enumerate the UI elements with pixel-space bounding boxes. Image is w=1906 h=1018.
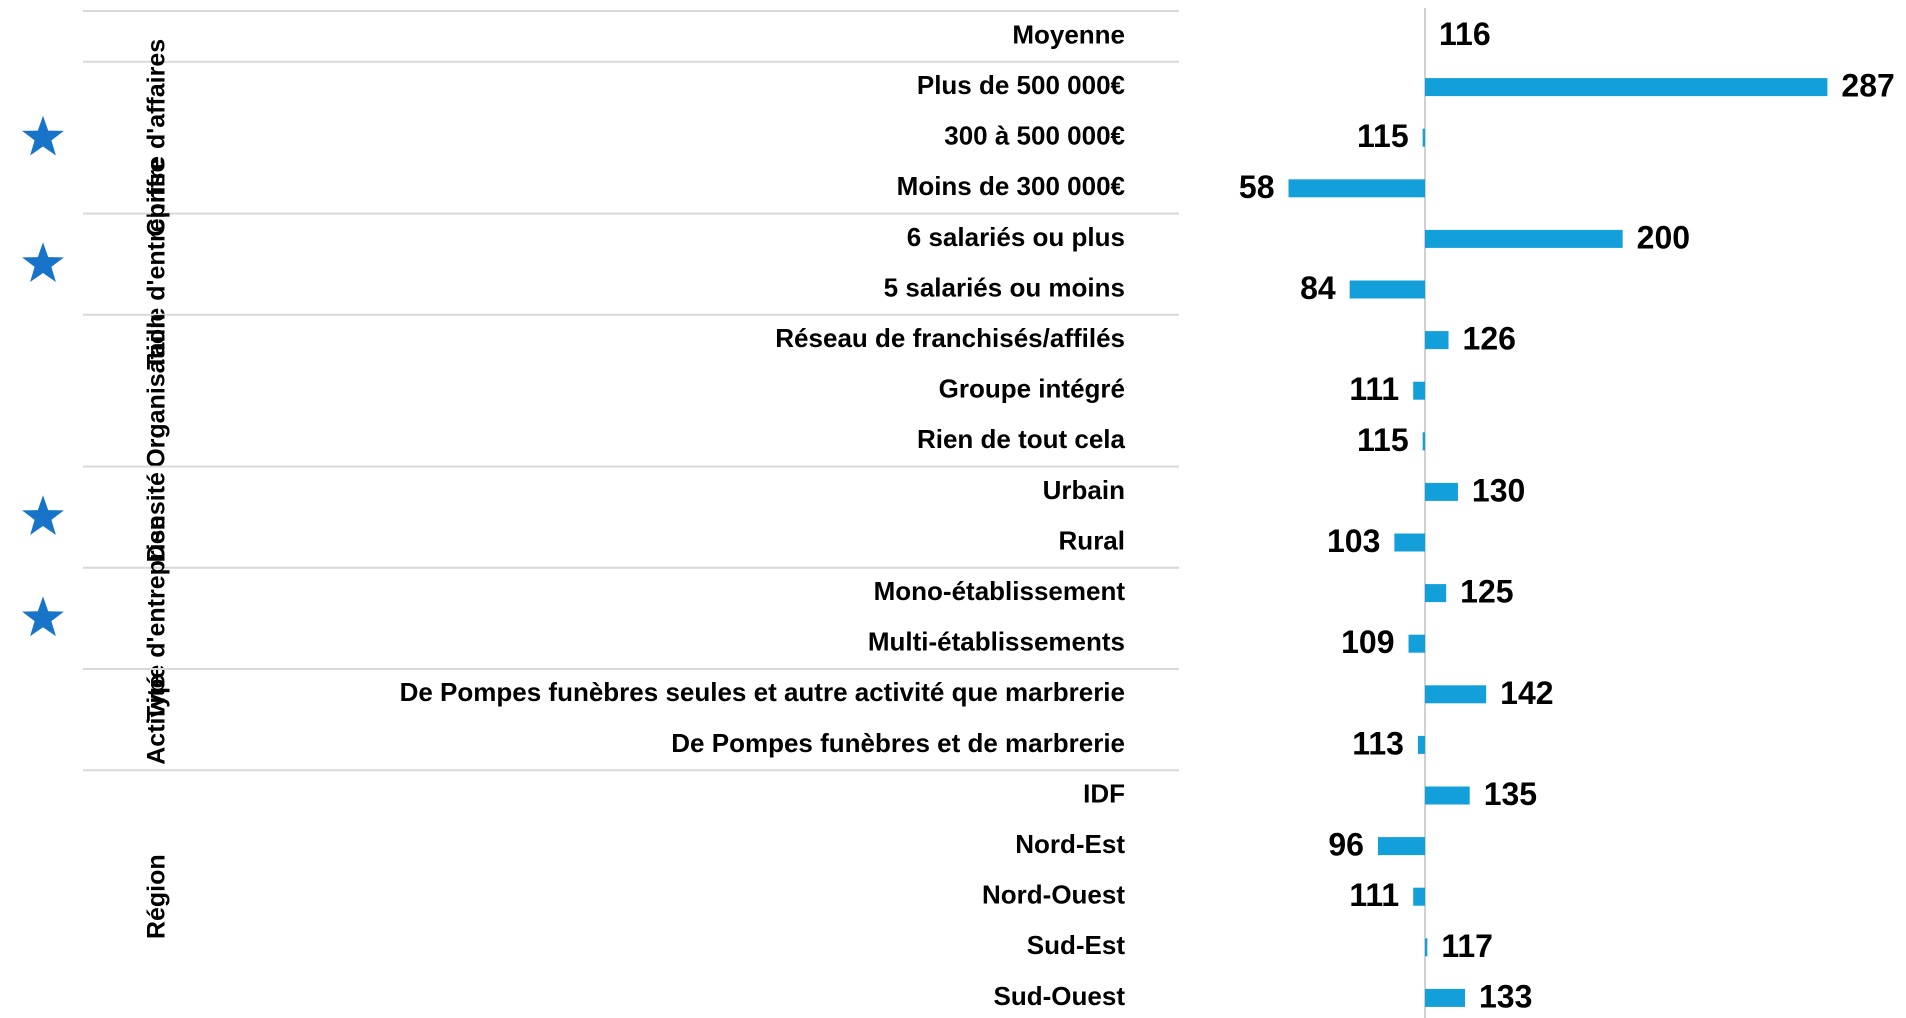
bar (1349, 280, 1425, 299)
value-label: 109 (1341, 624, 1394, 660)
value-label: 103 (1327, 523, 1380, 559)
value-label: 142 (1500, 675, 1553, 711)
category-label: Nord-Est (1015, 829, 1125, 859)
value-label: 84 (1300, 270, 1336, 306)
bar (1424, 584, 1447, 603)
category-label: Réseau de franchisés/affilés (775, 323, 1125, 353)
bar (1424, 938, 1428, 957)
category-label: Groupe intégré (939, 374, 1125, 404)
category-label: 300 à 500 000€ (944, 121, 1125, 151)
value-label: 111 (1349, 371, 1399, 407)
value-label: 111 (1349, 877, 1399, 913)
value-label: 58 (1239, 169, 1275, 205)
category-label: 5 salariés ou moins (884, 272, 1125, 302)
value-label: 115 (1357, 118, 1409, 154)
bar (1424, 482, 1458, 501)
category-label: Plus de 500 000€ (917, 70, 1125, 100)
value-label: 96 (1328, 827, 1364, 863)
bar (1424, 78, 1828, 97)
category-label: Mono-établissement (874, 576, 1126, 606)
category-label: De Pompes funèbres seules et autre activ… (400, 677, 1125, 707)
group-label: Organisation (143, 314, 171, 468)
bar (1422, 432, 1425, 451)
value-label: 113 (1352, 725, 1404, 761)
bar (1424, 786, 1470, 805)
group-label: Activité (143, 674, 171, 764)
value-label: 115 (1357, 422, 1409, 458)
value-label: 126 (1463, 321, 1516, 357)
bar (1424, 988, 1465, 1007)
category-label: Multi-établissements (868, 627, 1125, 657)
category-label: Sud-Est (1027, 930, 1126, 960)
category-label: Moyenne (1012, 19, 1125, 49)
bar (1413, 887, 1425, 906)
bar (1424, 685, 1487, 704)
group-label: Région (143, 854, 171, 939)
bar (1413, 381, 1425, 400)
group-label: Densité (143, 472, 171, 562)
star-icon (22, 115, 64, 156)
bar (1394, 533, 1425, 552)
value-label: 130 (1472, 472, 1525, 508)
value-label: 287 (1841, 68, 1894, 104)
bar (1408, 634, 1425, 653)
value-label: 133 (1479, 978, 1532, 1014)
bar (1377, 837, 1425, 856)
value-label: 125 (1460, 574, 1513, 610)
star-icon (22, 495, 64, 535)
value-label: 135 (1484, 776, 1537, 812)
group-label: Chiffre d'affaires (143, 39, 171, 237)
value-label: 200 (1637, 219, 1690, 255)
category-label: Rien de tout cela (917, 424, 1126, 454)
category-label: IDF (1083, 778, 1125, 808)
value-label: 116 (1439, 16, 1491, 52)
value-label: 117 (1441, 928, 1493, 964)
star-icon (22, 242, 64, 282)
bar (1424, 229, 1623, 248)
bar (1424, 331, 1449, 350)
star-icon (22, 596, 64, 637)
category-label: De Pompes funèbres et de marbrerie (671, 728, 1125, 758)
category-label: Moins de 300 000€ (897, 171, 1125, 201)
category-label: Nord-Ouest (982, 880, 1125, 910)
category-label: Sud-Ouest (994, 981, 1126, 1011)
bar (1422, 128, 1425, 147)
category-label: Rural (1059, 525, 1125, 555)
bar (1417, 735, 1425, 754)
group-label: Taille d'entreprise (143, 159, 171, 370)
group-label: Type d'entreprise (143, 516, 171, 722)
category-label: 6 salariés ou plus (907, 222, 1125, 252)
category-label: Urbain (1043, 475, 1125, 505)
bar (1288, 179, 1425, 198)
